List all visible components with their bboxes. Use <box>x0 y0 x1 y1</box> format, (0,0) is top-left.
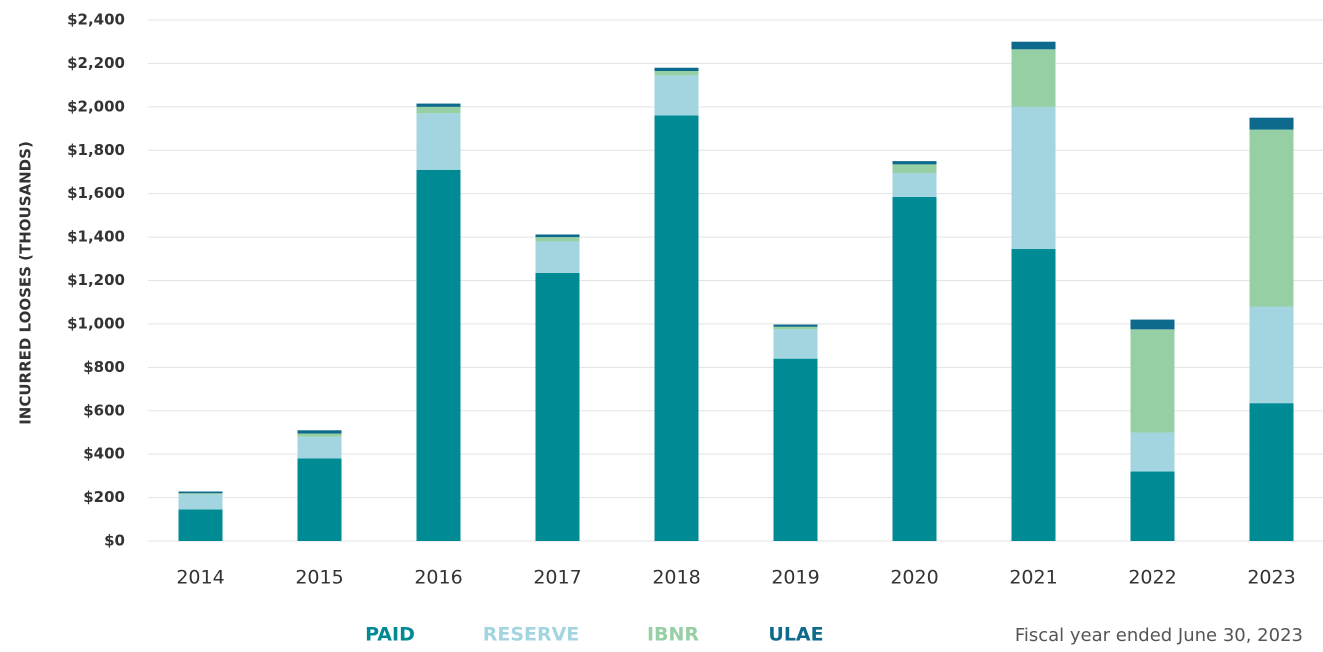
bar-segment <box>416 113 461 170</box>
bar-segment <box>773 358 818 541</box>
legend-entry: PAID <box>365 624 415 646</box>
y-tick-label: $400 <box>83 445 125 463</box>
y-tick-label: $0 <box>104 532 125 550</box>
x-tick-label: 2021 <box>1009 567 1057 589</box>
bar-segment <box>178 491 223 494</box>
bar-segment <box>892 161 937 165</box>
note: Fiscal year ended June 30, 2023 <box>1015 625 1303 646</box>
x-tick-label: 2023 <box>1247 567 1295 589</box>
bar-segment <box>297 430 342 434</box>
y-tick-label: $1,200 <box>67 271 125 289</box>
bar-segment <box>1011 49 1056 107</box>
bar-segment <box>1130 329 1175 433</box>
x-tick-label: 2019 <box>771 567 819 589</box>
bar-segment <box>416 103 461 107</box>
bar-segment <box>1130 432 1175 472</box>
bar-segment <box>535 241 580 273</box>
bar-segment <box>535 272 580 541</box>
legend-entry: IBNR <box>647 624 699 646</box>
bar-segment <box>1249 403 1294 541</box>
bar-segment <box>1249 117 1294 130</box>
bar-segment <box>1011 106 1056 250</box>
bar-segment <box>535 237 580 242</box>
bar-segment <box>297 433 342 437</box>
bar-segment <box>535 234 580 238</box>
y-tick-label: $600 <box>83 401 125 419</box>
bar-segment <box>416 106 461 114</box>
x-tick-label: 2016 <box>414 567 462 589</box>
y-tick-label: $1,800 <box>67 141 125 159</box>
bar-segment <box>773 329 818 359</box>
x-tick-label: 2018 <box>652 567 700 589</box>
x-tick-label: 2014 <box>176 567 224 589</box>
bar-segment <box>654 67 699 72</box>
bar-segment <box>178 493 223 495</box>
y-tick-label: $200 <box>83 488 125 506</box>
y-tick-label: $1,000 <box>67 314 125 332</box>
y-tick-label: $2,200 <box>67 54 125 72</box>
y-tick-label: $1,600 <box>67 184 125 202</box>
bar-segment <box>297 458 342 541</box>
y-axis-label: INCURRED LOOSES (THOUSANDS) <box>17 141 35 425</box>
bar-segment <box>892 164 937 174</box>
y-tick-label: $800 <box>83 358 125 376</box>
bar-segment <box>773 326 818 330</box>
bar-segment <box>178 509 223 541</box>
bar-segment <box>1130 319 1175 330</box>
bar-segment <box>1130 471 1175 541</box>
bar-segment <box>654 75 699 116</box>
x-tick-label: 2015 <box>295 567 343 589</box>
bar-segment <box>178 494 223 510</box>
y-tick-label: $2,000 <box>67 97 125 115</box>
bar-segment <box>654 71 699 76</box>
x-tick-label: 2017 <box>533 567 581 589</box>
bar-segment <box>1249 129 1294 307</box>
bar-segment <box>1011 41 1056 50</box>
bar-segment <box>892 196 937 541</box>
legend-entry: RESERVE <box>483 624 580 646</box>
x-tick-label: 2022 <box>1128 567 1176 589</box>
bar-segment <box>1011 249 1056 541</box>
bar-segment <box>773 324 818 327</box>
y-tick-label: $2,400 <box>67 11 125 29</box>
bar-segment <box>297 436 342 459</box>
x-tick-label: 2020 <box>890 567 938 589</box>
bar-segment <box>1249 306 1294 404</box>
bar-segment <box>892 173 937 197</box>
bar-segment <box>416 169 461 541</box>
legend-entry: ULAE <box>768 624 823 646</box>
y-tick-label: $1,400 <box>67 228 125 246</box>
bar-segment <box>654 115 699 542</box>
